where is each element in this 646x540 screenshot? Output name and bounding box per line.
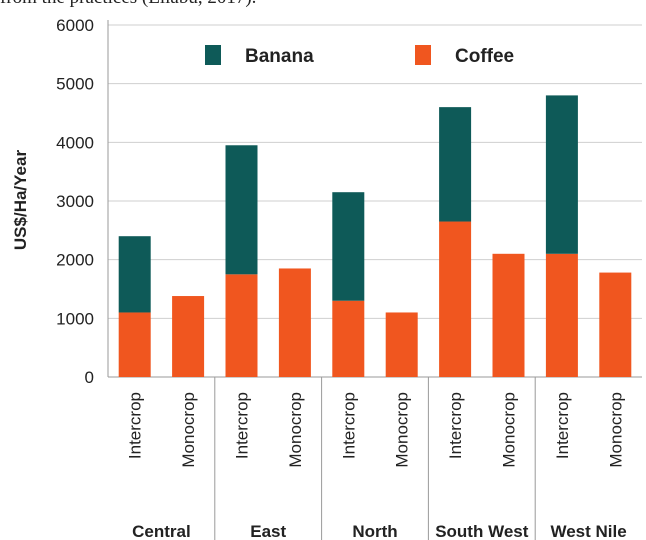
x-tick-label: Intercrop (553, 392, 572, 459)
y-tick-label: 6000 (56, 16, 94, 35)
region-label: Central (132, 522, 191, 540)
coffee-bar (118, 312, 151, 377)
banana-bar (225, 145, 258, 275)
y-tick-label: 1000 (56, 309, 94, 328)
coffee-bar (332, 300, 365, 377)
y-tick-label: 0 (85, 368, 94, 387)
coffee-bar (599, 272, 632, 377)
region-label: South West (435, 522, 529, 540)
banana-bar (439, 107, 472, 222)
x-tick-label: Intercrop (339, 392, 358, 459)
region-label: West Nile (550, 522, 626, 540)
y-tick-label: 3000 (56, 192, 94, 211)
banana-bar (545, 95, 578, 254)
x-tick-label: Intercrop (233, 392, 252, 459)
bars (118, 95, 632, 377)
legend-coffee-label: Coffee (455, 46, 514, 67)
legend-banana-swatch (205, 45, 221, 65)
x-tick-label: Monocrop (393, 392, 412, 468)
coffee-bar (385, 312, 418, 377)
coffee-bar (225, 274, 258, 377)
labels: 0 1000 2000 3000 4000 5000 6000 US$/Ha/Year Inte… (11, 16, 627, 540)
coffee-bar (545, 253, 578, 377)
legend: Banana Coffee (205, 45, 514, 67)
caption-text: from the practices (Ellabu, 2017). (0, 0, 646, 9)
x-tick-label: Monocrop (179, 392, 198, 468)
x-tick-label: Intercrop (446, 392, 465, 459)
region-label: East (250, 522, 286, 540)
coffee-bar (492, 253, 525, 377)
banana-bar (118, 236, 151, 313)
y-tick-label: 4000 (56, 133, 94, 152)
coffee-bar (439, 221, 472, 377)
y-tick-label: 5000 (56, 75, 94, 94)
y-tick-label: 2000 (56, 251, 94, 270)
x-tick-label: Intercrop (126, 392, 145, 459)
legend-banana-label: Banana (245, 46, 314, 67)
coffee-bar (278, 268, 311, 377)
y-axis-title: US$/Ha/Year (11, 150, 30, 251)
legend-coffee-swatch (415, 45, 431, 65)
coffee-bar (172, 296, 205, 377)
x-tick-label: Monocrop (500, 392, 519, 468)
x-tick-label: Monocrop (606, 392, 625, 468)
banana-bar (332, 192, 365, 301)
x-tick-label: Monocrop (286, 392, 305, 468)
region-label: North (352, 522, 397, 540)
